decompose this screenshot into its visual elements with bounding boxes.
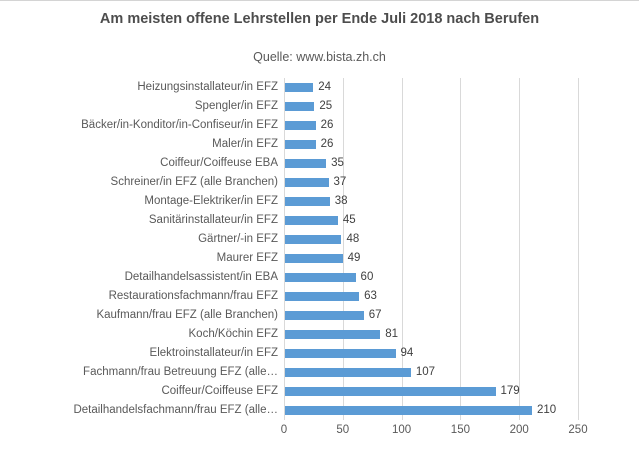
bar [285,292,360,301]
value-label: 63 [364,290,377,302]
category-label: Montage-Elektriker/in EFZ [144,195,278,207]
y-axis-line [284,78,285,420]
x-tick-label: 100 [392,424,412,436]
gridline [578,78,579,420]
category-label: Coiffeur/Coiffeuse EBA [160,157,278,169]
value-label: 179 [500,385,520,397]
bar [285,330,381,339]
bar [285,102,315,111]
bar [285,368,411,377]
category-label: Maurer EFZ [216,252,278,264]
bar [285,178,329,187]
category-label: Detailhandelsassistent/in EBA [124,271,278,283]
bar [285,159,327,168]
chart-subtitle: Quelle: www.bista.zh.ch [253,50,386,64]
category-label: Sanitärinstallateur/in EFZ [148,214,278,226]
category-label: Fachmann/frau Betreuung EFZ (alle… [83,366,278,378]
value-label: 49 [347,252,361,264]
value-label: 25 [319,100,333,112]
category-label: Koch/Köchin EFZ [188,328,278,340]
category-label: Maler/in EFZ [212,138,278,150]
bar [285,121,316,130]
value-label: 26 [320,119,334,131]
gridline [460,78,462,420]
value-label: 210 [536,404,557,416]
bar [285,235,342,244]
value-label: 107 [415,366,436,378]
x-tick-label: 250 [568,424,588,436]
category-label: Heizungsinstallateur/in EFZ [137,81,278,93]
top-border-line [0,0,639,1]
chart-title-text: Am meisten offene Lehrstellen per Ende J… [99,11,540,27]
value-label: 45 [342,214,356,226]
category-label: Schreiner/in EFZ (alle Branchen) [110,176,278,188]
value-label: 38 [334,195,348,207]
category-label: Gärtner/-in EFZ [198,233,278,245]
bar [285,349,396,358]
value-label: 60 [360,271,374,283]
bar [285,197,330,206]
gridline [401,78,403,420]
x-tick-label: 50 [336,424,350,436]
chart-title: Am meisten offene Lehrstellen per Ende J… [0,9,639,29]
value-label: 94 [400,347,414,359]
value-label: 81 [385,328,399,340]
x-tick-label: 150 [450,424,470,436]
category-label: Bäcker/in-Konditor/in-Confiseur/in EFZ [81,119,278,131]
bar [285,216,338,225]
gridline [342,78,344,420]
bar [285,140,316,149]
category-label: Elektroinstallateur/in EFZ [149,347,278,359]
category-label: Detailhandelsfachmann/frau EFZ (alle… [73,404,278,416]
category-label: Restaurationsfachmann/frau EFZ [108,290,278,302]
value-label: 48 [346,233,360,245]
value-label: 37 [333,176,347,188]
bar [285,406,532,415]
gridline [519,78,521,420]
value-label: 24 [318,81,332,93]
bar [285,311,364,320]
category-label: Kaufmann/frau EFZ (alle Branchen) [96,309,278,321]
bar [285,83,314,92]
value-label: 35 [331,157,344,169]
x-tick-label: 0 [280,424,288,436]
category-label: Coiffeur/Coiffeuse EFZ [161,385,278,397]
value-label: 26 [320,138,334,150]
bar [285,254,343,263]
value-label: 67 [368,309,382,321]
bar [285,273,356,282]
category-label: Spengler/in EFZ [194,100,278,112]
x-tick-label: 200 [509,424,529,436]
bar [285,387,496,396]
